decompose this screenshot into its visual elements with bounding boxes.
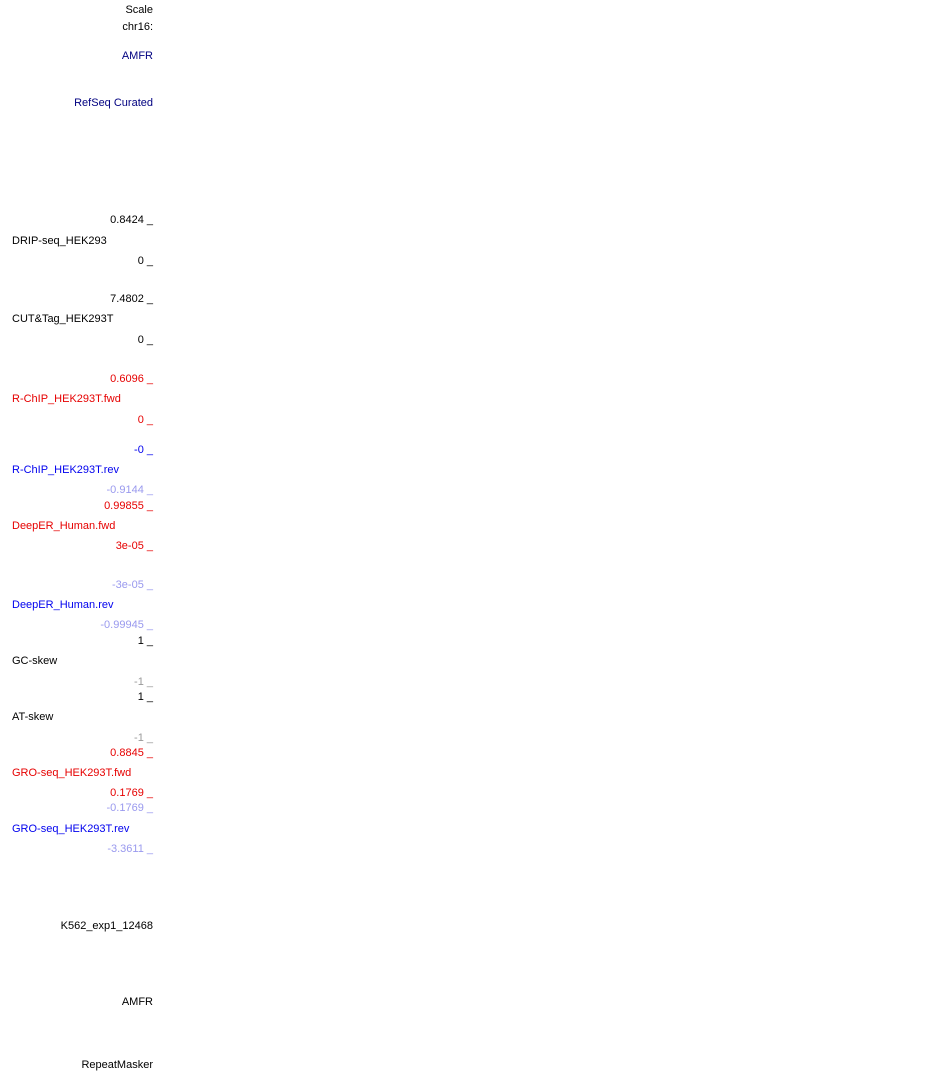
track-gc-skew-min-label: -1 _ (134, 676, 153, 688)
track-label-column (0, 0, 155, 1074)
track-label-deeper-fwd[interactable]: DeepER_Human.fwd (12, 520, 116, 532)
track-drip-seq-min-label: 0 _ (137, 255, 153, 267)
track-deeper-fwd-max-label: 0.99855 _ (104, 500, 153, 512)
track-label-gro-seq-fwd[interactable]: GRO-seq_HEK293T.fwd (12, 767, 132, 779)
track-gc-skew-max-label: 1 _ (137, 635, 153, 647)
track-label-deeper-rev[interactable]: DeepER_Human.rev (12, 599, 114, 611)
track-at-skew-min-label: -1 _ (134, 732, 153, 744)
track-deeper-rev-max-label: -3e-05 _ (112, 579, 153, 591)
track-gro-seq-fwd-max-label: 0.8845 _ (110, 747, 153, 759)
track-label-rchip-fwd[interactable]: R-ChIP_HEK293T.fwd (12, 393, 121, 405)
track-drip-seq-max-label: 0.8424 _ (110, 214, 153, 226)
track-at-skew-max-label: 1 _ (137, 691, 153, 703)
track-label-k562-exp1-12468[interactable]: K562_exp1_12468 (60, 920, 153, 932)
track-label-rchip-rev[interactable]: R-ChIP_HEK293T.rev (12, 464, 119, 476)
track-gro-seq-rev-max-label: -0.1769 _ (106, 802, 153, 814)
track-label-repeatmasker[interactable]: RepeatMasker (81, 1059, 153, 1071)
scale-label: Scale (125, 4, 153, 16)
track-gro-seq-rev-min-label: -3.3611 _ (107, 843, 153, 855)
track-deeper-rev-min-label: -0.99945 _ (100, 619, 153, 631)
track-label-gro-seq-rev[interactable]: GRO-seq_HEK293T.rev (12, 823, 130, 835)
gene-label-amfr[interactable]: AMFR (121, 50, 153, 62)
track-display-area[interactable] (155, 0, 950, 1074)
track-label-drip-seq-hek293[interactable]: DRIP-seq_HEK293 (12, 235, 107, 247)
track-gro-seq-fwd-min-label: 0.1769 _ (110, 787, 153, 799)
track-cuttag-min-label: 0 _ (137, 334, 153, 346)
track-rchip-fwd-min-label: 0 _ (137, 414, 153, 426)
position-label: chr16: (122, 21, 153, 33)
track-label-cuttag-hek293t[interactable]: CUT&Tag_HEK293T (12, 313, 114, 325)
track-deeper-fwd-min-label: 3e-05 _ (115, 540, 153, 552)
track-rchip-fwd-max-label: 0.6096 _ (110, 373, 153, 385)
track-label-at-skew[interactable]: AT-skew (12, 711, 54, 723)
track-rchip-rev-min-label: -0.9144 _ (106, 484, 153, 496)
track-label-gc-skew[interactable]: GC-skew (12, 655, 58, 667)
gene-label-amfr-bottom[interactable]: AMFR (121, 996, 153, 1008)
track-cuttag-max-label: 7.4802 _ (110, 293, 153, 305)
refseq-track-label[interactable]: RefSeq Curated (74, 97, 153, 109)
track-rchip-rev-max-label: -0 _ (134, 444, 153, 456)
